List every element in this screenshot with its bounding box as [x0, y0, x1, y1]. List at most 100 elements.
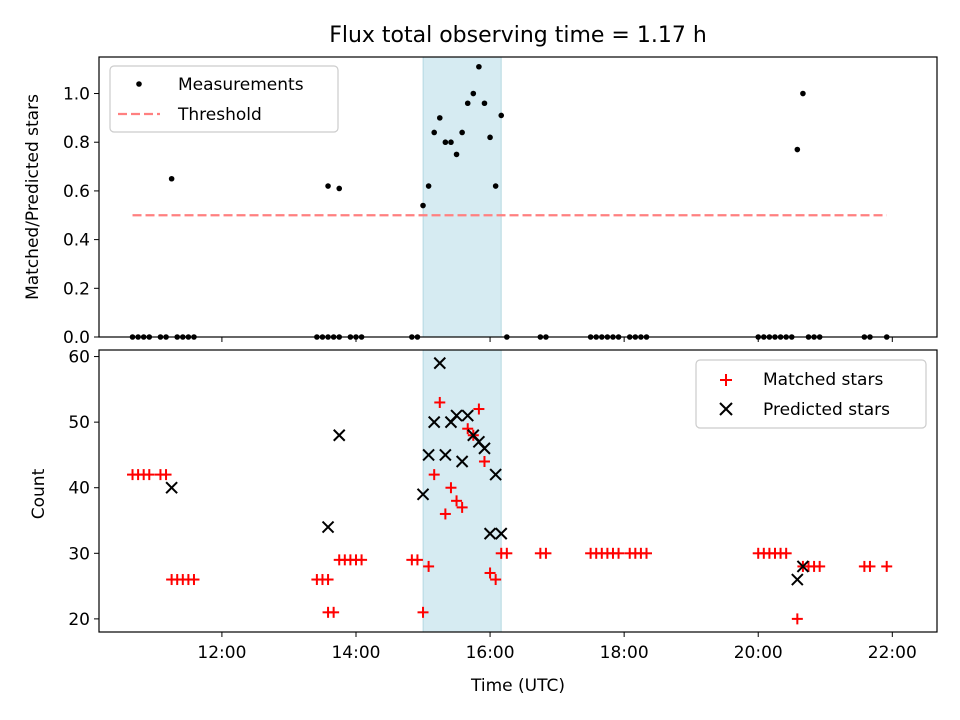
legend-matched-label: Matched stars	[763, 370, 883, 390]
matched-star-point	[434, 396, 446, 408]
matched-star-point	[613, 547, 625, 559]
measurement-point	[487, 134, 493, 141]
matched-star-point	[462, 423, 474, 435]
measurement-point	[464, 100, 471, 107]
y-tick-label: 30	[68, 544, 90, 564]
chart-title: Flux total observing time = 1.17 h	[329, 23, 707, 48]
top-highlight-band	[422, 56, 502, 338]
measurement-point	[459, 129, 465, 136]
matched-star-point	[328, 606, 340, 618]
y-tick-label: 60	[68, 348, 90, 368]
predicted-star-point	[165, 481, 178, 494]
matched-star-point	[411, 554, 423, 566]
matched-star-point	[490, 574, 502, 586]
predicted-star-point	[791, 573, 804, 586]
measurement-point	[453, 151, 460, 158]
predicted-star-point	[427, 415, 441, 429]
bottom-axes-frame	[98, 349, 938, 633]
predicted-star-point	[461, 409, 474, 422]
measurement-point	[425, 183, 432, 189]
legend-threshold-label: Threshold	[177, 105, 262, 125]
matched-star-point	[864, 560, 876, 572]
matched-star-point	[445, 482, 457, 494]
matched-star-point	[160, 469, 172, 481]
y-tick-label: 0.6	[63, 182, 90, 202]
x-axis-label: Time (UTC)	[470, 676, 565, 696]
matched-star-point	[456, 501, 468, 513]
matched-star-point	[780, 547, 792, 559]
matched-star-point	[451, 495, 463, 507]
y-tick-label: 40	[68, 479, 90, 499]
measurement-point	[470, 90, 477, 97]
legend-measurements-label: Measurements	[178, 75, 304, 95]
measurement-point	[481, 100, 488, 107]
top-axes-frame	[98, 56, 938, 338]
matched-star-point	[478, 455, 490, 467]
predicted-star-point	[333, 429, 346, 442]
predicted-star-point	[433, 356, 446, 370]
y-tick-label: 0.2	[63, 279, 90, 299]
measurement-point	[336, 185, 343, 192]
measurement-point	[448, 139, 454, 146]
matched-star-point	[814, 560, 826, 572]
matched-star-point	[423, 560, 435, 572]
top-legend: Measurements Threshold	[109, 65, 339, 133]
matched-star-point	[188, 574, 200, 586]
predicted-star-point	[422, 448, 435, 462]
y-tick-label: 0.0	[63, 328, 90, 348]
measurement-point	[498, 112, 505, 119]
y-tick-label: 50	[68, 413, 90, 433]
bottom-y-ticks: 20 30 40 50 60	[68, 348, 99, 630]
bottom-legend-box	[695, 359, 927, 429]
y-tick-label: 0.4	[63, 231, 90, 251]
predicted-star-point	[495, 527, 508, 540]
predicted-star-point	[321, 520, 335, 534]
measurement-point	[168, 175, 175, 182]
matched-star-point	[439, 508, 451, 520]
predicted-star-point	[489, 468, 502, 481]
x-tick-label: 22:00	[868, 643, 917, 663]
x-tick-label: 20:00	[734, 643, 783, 663]
legend-predicted-label: Predicted stars	[763, 400, 890, 420]
x-tick-label: 16:00	[466, 643, 515, 663]
measurement-point	[325, 183, 331, 189]
matched-star-point	[417, 606, 429, 618]
y-tick-label: 1.0	[63, 85, 90, 105]
matched-star-point	[791, 613, 803, 625]
top-y-ticks: 0.0 0.2 0.4 0.6 0.8 1.0	[63, 85, 99, 348]
measurement-point	[476, 63, 482, 70]
predicted-star-point	[455, 455, 469, 468]
legend-measurement-marker	[136, 81, 142, 87]
measurement-point	[442, 139, 449, 146]
y-tick-label: 20	[68, 610, 90, 630]
matched-star-point	[881, 560, 893, 572]
predicted-star-point	[450, 409, 463, 422]
matched-star-point	[143, 469, 155, 481]
bottom-highlight-band	[422, 349, 502, 633]
predicted-stars-points	[165, 356, 810, 586]
predicted-star-point	[416, 488, 430, 501]
top-panel: 0.0 0.2 0.4 0.6 0.8 1.0 Matched/Predicted sta…	[23, 56, 938, 348]
measurement-point	[420, 202, 426, 209]
matched-star-point	[540, 547, 552, 559]
matched-star-point	[356, 554, 368, 566]
bottom-legend: Matched stars Predicted stars	[695, 359, 927, 429]
measurement-point	[492, 183, 499, 189]
matched-stars-points	[127, 396, 893, 625]
measurement-point	[794, 146, 801, 153]
legend-predicted-marker	[719, 402, 733, 416]
legend-matched-marker	[720, 374, 732, 386]
bottom-panel: 20 30 40 50 60 12:00 14:00 16:00 18:00 20:00 22:0…	[29, 348, 938, 696]
measurement-point	[436, 115, 443, 121]
matched-star-point	[428, 469, 440, 481]
matched-star-point	[501, 547, 513, 559]
matched-star-point	[322, 574, 334, 586]
x-tick-label: 12:00	[197, 643, 246, 663]
matched-star-point	[473, 403, 485, 415]
measurement-point	[800, 90, 806, 97]
x-tick-label: 18:00	[600, 643, 649, 663]
predicted-star-point	[796, 560, 810, 573]
matched-star-point	[484, 567, 496, 579]
top-y-axis-label: Matched/Predicted stars	[23, 94, 43, 300]
